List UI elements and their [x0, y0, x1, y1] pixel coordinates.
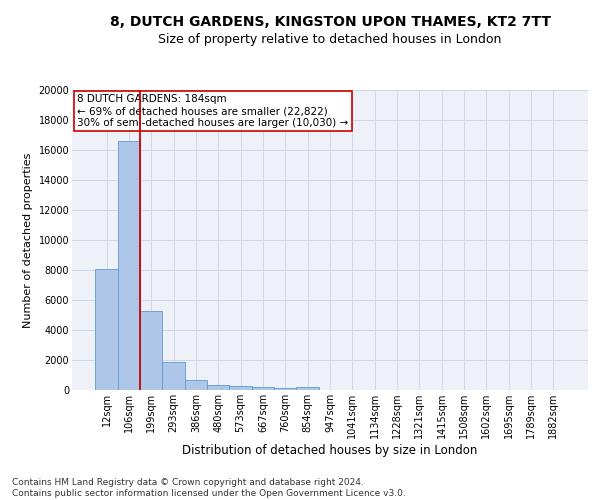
- Bar: [95, 268, 118, 390]
- Y-axis label: Number of detached properties: Number of detached properties: [23, 152, 33, 328]
- Bar: [163, 362, 185, 390]
- Bar: [118, 141, 140, 390]
- Text: Size of property relative to detached houses in London: Size of property relative to detached ho…: [158, 32, 502, 46]
- Bar: [185, 380, 207, 390]
- Text: Contains HM Land Registry data © Crown copyright and database right 2024.
Contai: Contains HM Land Registry data © Crown c…: [12, 478, 406, 498]
- Bar: [207, 385, 229, 390]
- X-axis label: Distribution of detached houses by size in London: Distribution of detached houses by size …: [182, 444, 478, 457]
- Bar: [229, 386, 252, 390]
- Bar: [274, 388, 296, 390]
- Bar: [140, 310, 163, 390]
- Bar: [296, 387, 319, 390]
- Text: 8, DUTCH GARDENS, KINGSTON UPON THAMES, KT2 7TT: 8, DUTCH GARDENS, KINGSTON UPON THAMES, …: [110, 15, 551, 29]
- Text: 8 DUTCH GARDENS: 184sqm
← 69% of detached houses are smaller (22,822)
30% of sem: 8 DUTCH GARDENS: 184sqm ← 69% of detache…: [77, 94, 349, 128]
- Bar: [252, 387, 274, 390]
